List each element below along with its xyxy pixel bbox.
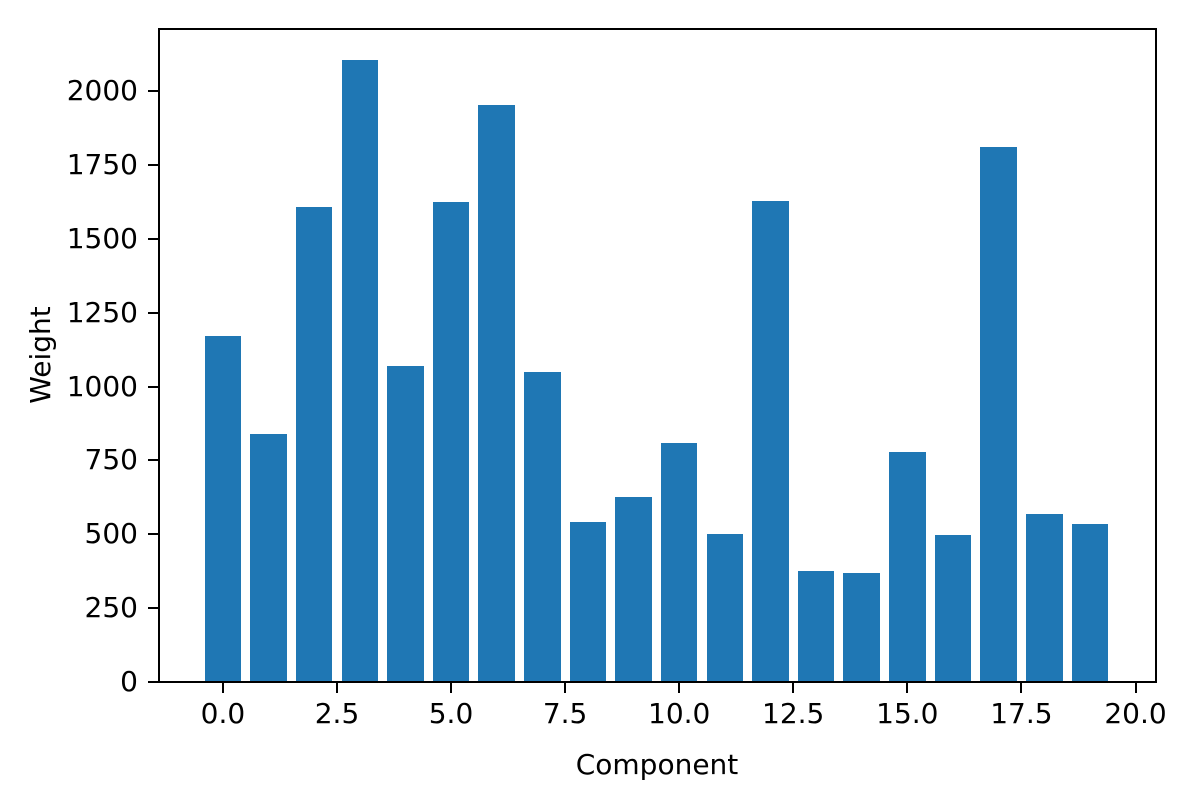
y-tick-1750 bbox=[148, 163, 158, 166]
y-tick-250 bbox=[148, 607, 158, 610]
bar-component-7 bbox=[524, 371, 561, 681]
x-tick-2.5 bbox=[336, 683, 338, 693]
y-tick-500 bbox=[148, 533, 158, 536]
bar-component-11 bbox=[706, 534, 744, 681]
y-tick-label-1500: 1500 bbox=[66, 221, 138, 255]
y-tick-label-2000: 2000 bbox=[66, 74, 138, 107]
y-tick-label-0: 0 bbox=[120, 665, 138, 698]
bar-component-13 bbox=[797, 570, 835, 681]
y-tick-0 bbox=[148, 681, 158, 683]
x-tick-label-12.5: 12.5 bbox=[762, 697, 825, 730]
y-tick-750 bbox=[148, 459, 158, 462]
bar-component-6 bbox=[478, 105, 515, 681]
y-tick-label-500: 500 bbox=[84, 517, 138, 551]
bar-component-4 bbox=[387, 366, 424, 681]
y-tick-label-1750: 1750 bbox=[66, 147, 138, 181]
y-tick-1000 bbox=[148, 385, 158, 388]
x-tick-7.5 bbox=[564, 683, 567, 693]
x-tick-5.0 bbox=[450, 683, 452, 693]
x-tick-label-20.0: 20.0 bbox=[1104, 697, 1167, 730]
x-tick-0.0 bbox=[221, 683, 224, 693]
bar-component-10 bbox=[660, 442, 698, 681]
bar-component-16 bbox=[934, 535, 972, 681]
bar-component-14 bbox=[843, 572, 880, 681]
x-tick-label-15.0: 15.0 bbox=[876, 697, 939, 730]
y-tick-label-750: 750 bbox=[84, 443, 138, 477]
bar-component-19 bbox=[1071, 523, 1109, 681]
y-tick-1500 bbox=[148, 237, 158, 240]
bar-component-0 bbox=[204, 336, 242, 681]
x-tick-label-10.0: 10.0 bbox=[648, 697, 711, 730]
bar-component-5 bbox=[432, 201, 470, 681]
y-tick-1250 bbox=[148, 311, 158, 314]
x-tick-label-7.5: 7.5 bbox=[542, 697, 588, 730]
bar-component-12 bbox=[752, 201, 789, 681]
x-tick-label-2.5: 2.5 bbox=[314, 697, 360, 730]
x-tick-label-17.5: 17.5 bbox=[990, 697, 1053, 730]
bar-component-9 bbox=[615, 497, 652, 681]
y-tick-label-1000: 1000 bbox=[66, 369, 138, 403]
x-tick-label-0.0: 0.0 bbox=[200, 697, 246, 730]
x-tick-label-5.0: 5.0 bbox=[428, 697, 474, 730]
y-tick-label-250: 250 bbox=[84, 591, 138, 625]
bar-component-8 bbox=[569, 521, 607, 681]
y-tick-2000 bbox=[148, 90, 158, 92]
x-tick-12.5 bbox=[792, 683, 795, 693]
bar-component-17 bbox=[980, 147, 1017, 681]
x-tick-15.0 bbox=[906, 683, 909, 693]
x-tick-20.0 bbox=[1134, 683, 1137, 693]
bar-component-1 bbox=[250, 434, 287, 681]
y-tick-label-1250: 1250 bbox=[66, 295, 138, 329]
bar-component-15 bbox=[889, 451, 926, 681]
x-axis-label: Component bbox=[575, 748, 739, 781]
x-tick-10.0 bbox=[678, 683, 681, 693]
bar-component-2 bbox=[295, 206, 333, 681]
x-tick-17.5 bbox=[1020, 683, 1023, 693]
bar-component-18 bbox=[1026, 513, 1063, 681]
bar-component-3 bbox=[341, 60, 378, 681]
y-axis-label: Weight bbox=[24, 306, 57, 404]
